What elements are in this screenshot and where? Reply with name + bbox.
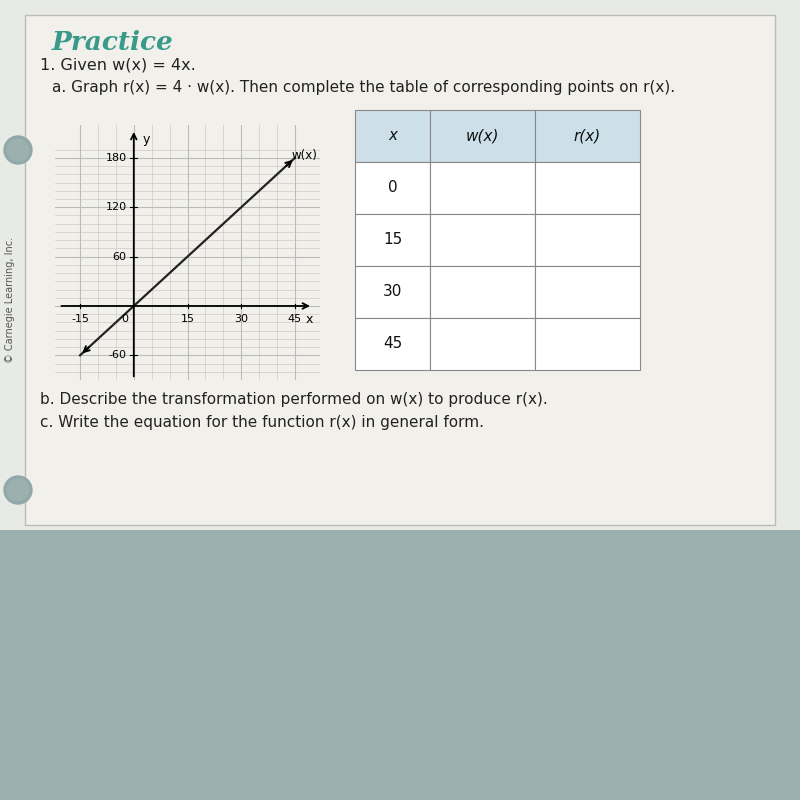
Text: x: x bbox=[388, 129, 397, 143]
Text: 1. Given w(x) = 4x.: 1. Given w(x) = 4x. bbox=[40, 58, 196, 73]
Text: 0: 0 bbox=[122, 314, 129, 324]
Text: r(x): r(x) bbox=[574, 129, 601, 143]
Text: © Carnegie Learning, Inc.: © Carnegie Learning, Inc. bbox=[5, 237, 15, 363]
Text: 30: 30 bbox=[234, 314, 248, 324]
Bar bbox=[535, 110, 640, 162]
Text: -15: -15 bbox=[71, 314, 89, 324]
Bar bbox=[430, 214, 535, 266]
Text: y: y bbox=[142, 134, 150, 146]
Text: 30: 30 bbox=[383, 285, 402, 299]
Bar bbox=[0, 530, 800, 800]
Bar bbox=[535, 162, 640, 214]
Bar bbox=[355, 318, 430, 370]
Text: 15: 15 bbox=[181, 314, 194, 324]
Text: c. Write the equation for the function r(x) in general form.: c. Write the equation for the function r… bbox=[40, 415, 484, 430]
Text: 60: 60 bbox=[113, 252, 126, 262]
Bar bbox=[0, 0, 800, 530]
Text: x: x bbox=[306, 313, 313, 326]
Text: 180: 180 bbox=[106, 153, 126, 163]
Text: 45: 45 bbox=[383, 337, 402, 351]
Bar bbox=[535, 214, 640, 266]
Text: b. Describe the transformation performed on w(x) to produce r(x).: b. Describe the transformation performed… bbox=[40, 392, 548, 407]
Text: 15: 15 bbox=[383, 233, 402, 247]
Bar bbox=[535, 318, 640, 370]
Text: w(x): w(x) bbox=[291, 149, 318, 162]
Bar bbox=[430, 266, 535, 318]
Bar bbox=[430, 318, 535, 370]
Text: Practice: Practice bbox=[52, 30, 174, 55]
Circle shape bbox=[7, 139, 29, 161]
Text: a. Graph r(x) = 4 · w(x). Then complete the table of corresponding points on r(x: a. Graph r(x) = 4 · w(x). Then complete … bbox=[52, 80, 675, 95]
Text: -60: -60 bbox=[109, 350, 126, 360]
Bar bbox=[355, 266, 430, 318]
Circle shape bbox=[4, 476, 32, 504]
Bar bbox=[25, 15, 775, 525]
Bar bbox=[355, 110, 430, 162]
Circle shape bbox=[4, 136, 32, 164]
Circle shape bbox=[7, 479, 29, 501]
Bar bbox=[355, 162, 430, 214]
Bar bbox=[535, 266, 640, 318]
Bar bbox=[430, 162, 535, 214]
Bar bbox=[355, 214, 430, 266]
Text: w(x): w(x) bbox=[466, 129, 499, 143]
Text: 45: 45 bbox=[288, 314, 302, 324]
Text: 0: 0 bbox=[388, 181, 398, 195]
Bar bbox=[430, 110, 535, 162]
Text: 120: 120 bbox=[106, 202, 126, 212]
